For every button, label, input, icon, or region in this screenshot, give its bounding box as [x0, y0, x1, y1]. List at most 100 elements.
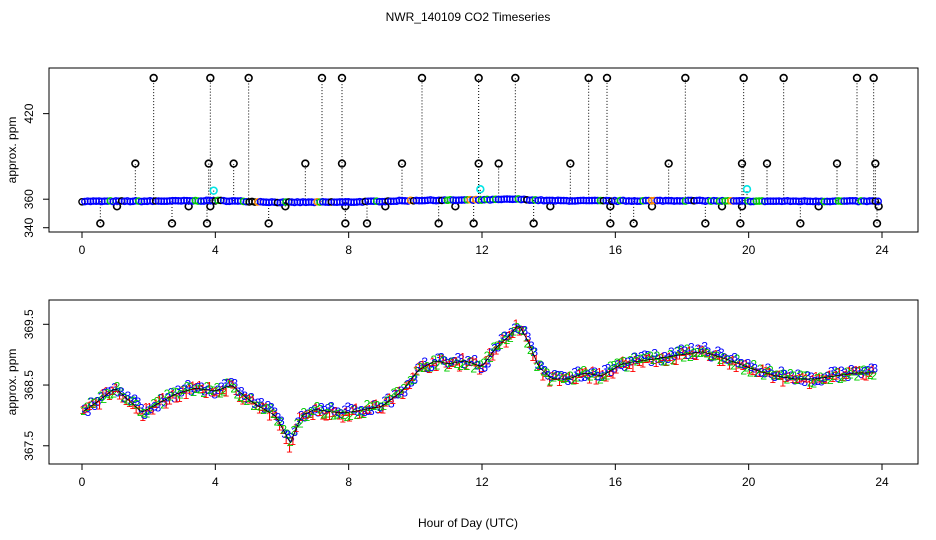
cycle-marker-3: 3: [618, 358, 625, 372]
sample-point: [871, 197, 880, 205]
cycle-marker-3: 3: [421, 355, 428, 369]
cycle-marker-1: 1: [426, 362, 433, 376]
cycle-marker-3: 3: [298, 409, 305, 423]
cycle-marker-1: 1: [803, 371, 810, 385]
cycle-marker-3: 3: [675, 344, 682, 358]
cycle-marker-3: 3: [541, 364, 548, 378]
cycle-marker-1: 1: [179, 383, 186, 397]
trace-line: [353, 410, 358, 412]
cycle-marker-2: 2: [197, 382, 204, 396]
cycle-marker-3: 3: [638, 350, 645, 364]
cycle-marker-2: 2: [437, 351, 444, 365]
cycle-marker-3: 3: [328, 400, 335, 414]
trace-line: [283, 430, 288, 437]
cycle-marker-2: 2: [800, 369, 807, 383]
cycle-marker-2: 2: [500, 330, 507, 344]
cycle-marker-2: 2: [574, 370, 581, 384]
cycle-marker-2: 2: [570, 374, 577, 388]
cycle-marker-3: 3: [608, 365, 615, 379]
cycle-marker-1: 1: [203, 387, 210, 401]
cycle-marker-3: 3: [741, 358, 748, 372]
trace-line: [160, 400, 164, 403]
trace-line: [166, 396, 171, 400]
cycle-marker-3: 3: [571, 366, 578, 380]
cycle-marker-2: 2: [367, 400, 374, 414]
outlier-point: [149, 73, 158, 83]
trace-line: [363, 408, 368, 411]
trace-line: [536, 362, 541, 369]
cycle-marker-1: 1: [366, 402, 373, 416]
trace-line: [153, 403, 158, 407]
cycle-marker-3: 3: [175, 383, 182, 397]
cycle-marker-2: 2: [314, 399, 321, 413]
trace-line: [620, 363, 624, 366]
cycle-marker-1: 1: [319, 408, 326, 422]
trace-line: [766, 373, 771, 375]
cycle-marker-3: 3: [758, 365, 765, 379]
cycle-marker-2: 2: [187, 380, 194, 394]
cycle-marker-3: 3: [145, 404, 152, 418]
cycle-marker-1: 1: [469, 355, 476, 369]
cycle-marker-2: 2: [100, 392, 107, 406]
cycle-marker-1: 1: [96, 398, 103, 412]
cycle-marker-2: 2: [864, 364, 871, 378]
x-tick-label: 0: [79, 243, 86, 257]
cycle-marker-1: 1: [249, 394, 256, 408]
cycle-marker-1: 1: [406, 378, 413, 392]
cycle-marker-3: 3: [778, 364, 785, 378]
cycle-marker-1: 1: [716, 355, 723, 369]
cycle-marker-1: 1: [733, 361, 740, 375]
cycle-marker-3: 3: [331, 405, 338, 419]
cycle-marker-1: 1: [109, 384, 116, 398]
cycle-marker-2: 2: [764, 365, 771, 379]
cycle-marker-1: 1: [533, 353, 540, 367]
cycle-marker-1: 1: [479, 361, 486, 375]
cycle-marker-1: 1: [413, 364, 420, 378]
cycle-marker-2: 2: [610, 359, 617, 373]
cycle-marker-1: 1: [126, 396, 133, 410]
cycle-marker-1: 1: [279, 423, 286, 437]
cycle-marker-1: 1: [539, 369, 546, 383]
cycle-marker-3: 3: [628, 354, 635, 368]
trace-line: [460, 360, 464, 363]
cycle-marker-1: 1: [853, 363, 860, 377]
trace-line: [546, 374, 551, 378]
cycle-marker-3: 3: [531, 345, 538, 359]
trace-line: [850, 372, 854, 375]
cycle-marker-2: 2: [114, 379, 121, 393]
cycle-marker-3: 3: [138, 401, 145, 415]
cycle-marker-1: 1: [476, 363, 483, 377]
trace-line: [720, 356, 724, 359]
cycle-marker-2: 2: [637, 352, 644, 366]
trace-line: [323, 410, 328, 412]
trace-line: [196, 387, 201, 390]
trace-line: [826, 376, 831, 378]
cycle-marker-1: 1: [799, 371, 806, 385]
cycle-marker-2: 2: [564, 371, 571, 385]
trace-line: [420, 366, 424, 370]
trace-line: [436, 360, 441, 363]
trace-line: [456, 361, 461, 363]
cycle-marker-2: 2: [307, 406, 314, 420]
cycle-marker-1: 1: [419, 358, 426, 372]
cycle-marker-1: 1: [393, 387, 400, 401]
cycle-marker-2: 2: [490, 340, 497, 354]
cycle-marker-1: 1: [229, 377, 236, 391]
cycle-marker-3: 3: [91, 399, 98, 413]
cycle-marker-1: 1: [256, 402, 263, 416]
trace-line: [650, 358, 654, 360]
outlier-point: [872, 219, 882, 228]
outlier-point: [474, 159, 483, 168]
outlier-point: [852, 73, 862, 83]
cycle-marker-1: 1: [859, 369, 866, 383]
trace-line: [303, 412, 308, 416]
cycle-marker-1: 1: [746, 362, 753, 376]
cycle-marker-2: 2: [804, 369, 811, 383]
trace-line: [320, 409, 324, 411]
trace-line: [423, 364, 428, 368]
cycle-marker-2: 2: [410, 373, 417, 387]
cycle-marker-2: 2: [170, 385, 177, 399]
cycle-marker-3: 3: [431, 356, 438, 370]
cycle-marker-3: 3: [605, 361, 612, 375]
cycle-marker-3: 3: [551, 368, 558, 382]
